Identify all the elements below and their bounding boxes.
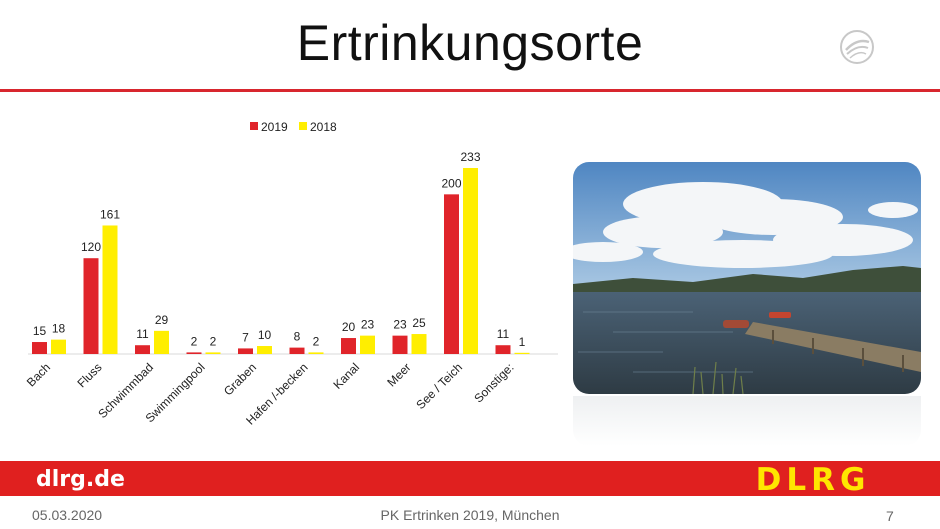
legend-swatch-2019: [250, 122, 258, 130]
data-label: 18: [52, 322, 66, 336]
data-label: 161: [100, 207, 120, 221]
x-tick-label: Graben: [221, 360, 259, 398]
footer-date: 05.03.2020: [32, 507, 103, 523]
slide-title: Ertrinkungsorte: [296, 15, 644, 71]
data-label: 2: [313, 334, 320, 348]
data-label: 15: [33, 324, 47, 338]
bar-2019-swimmingpool: [186, 352, 202, 354]
data-label: 29: [155, 313, 169, 327]
bar-2019-kanal: [341, 338, 356, 354]
data-label: 20: [342, 320, 356, 334]
data-label: 233: [460, 150, 480, 164]
legend-label-2018: 2018: [310, 120, 337, 134]
data-label: 10: [258, 328, 272, 342]
lake-photo: [573, 162, 921, 394]
data-label: 8: [294, 330, 301, 344]
data-label: 2: [210, 334, 217, 348]
bar-2018-kanal: [360, 335, 375, 354]
bar-2019-see-teich: [444, 194, 459, 354]
photo-reflection: [573, 396, 921, 446]
bar-2018-bach: [51, 339, 66, 354]
bar-2018-swimmingpool: [205, 352, 221, 354]
bar-2019-sonstige: [495, 345, 511, 354]
bar-2019-schwimmbad: [135, 345, 150, 354]
bar-2018-graben: [257, 346, 272, 354]
bar-2018-hafen-becken: [308, 352, 324, 354]
bar-2018-meer: [411, 334, 427, 354]
bar-2018-schwimmbad: [154, 330, 169, 354]
title-divider: [0, 89, 940, 92]
website-link[interactable]: dlrg.de: [36, 467, 125, 492]
page-number: 7: [886, 508, 894, 524]
x-tick-label: Meer: [384, 360, 413, 389]
bar-2019-graben: [238, 348, 253, 354]
x-tick-label: Kanal: [331, 360, 363, 392]
footer-bar: [0, 498, 940, 529]
data-label: 1: [519, 335, 526, 349]
data-label: 11: [497, 327, 510, 341]
dlrg-logo-text: DLRG: [756, 464, 871, 494]
x-tick-label: See / Teich: [413, 360, 465, 412]
legend-label-2019: 2019: [261, 120, 288, 134]
bar-2019-hafen-becken: [289, 347, 305, 354]
dlrg-logo: DLRG: [724, 464, 902, 494]
data-label: 200: [441, 176, 461, 190]
data-label: 120: [81, 240, 101, 254]
dlrg-eagle-icon: [840, 30, 874, 64]
bar-2018-see-teich: [463, 168, 478, 354]
chart-legend: 2019 2018: [250, 120, 337, 134]
bar-2019-meer: [392, 335, 408, 354]
legend-swatch-2018: [299, 122, 307, 130]
data-label: 25: [412, 316, 426, 330]
data-label: 23: [393, 318, 407, 332]
data-label: 11: [136, 327, 149, 341]
x-tick-label: Sonstige:: [471, 360, 516, 405]
bar-2019-fluss: [83, 258, 99, 354]
data-label: 23: [361, 318, 375, 332]
bar-2018-fluss: [102, 225, 118, 354]
bar-2018-sonstige: [514, 352, 530, 354]
footer-center-text: PK Ertrinken 2019, München: [380, 507, 560, 523]
x-tick-label: Fluss: [74, 360, 104, 390]
data-label: 2: [191, 334, 198, 348]
bar-2019-bach: [32, 342, 47, 354]
x-tick-label: Bach: [24, 360, 53, 389]
data-label: 7: [242, 330, 249, 344]
